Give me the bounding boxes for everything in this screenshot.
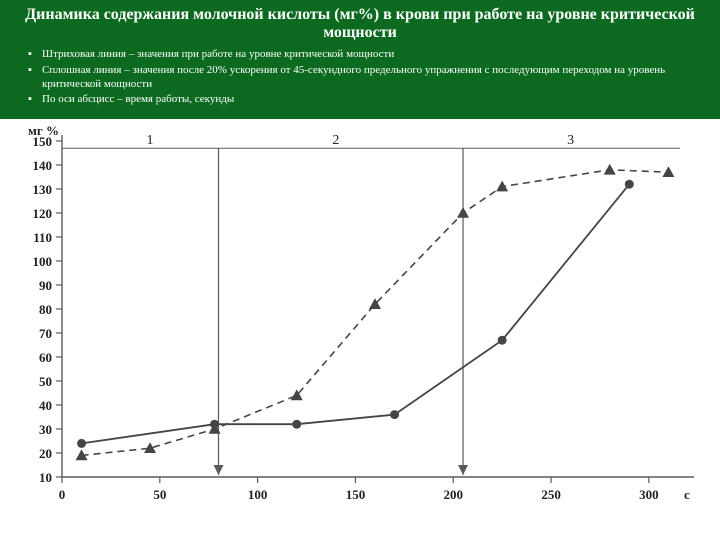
header-block: Динамика содержания молочной кислоты (мг… [0, 0, 720, 119]
svg-text:120: 120 [33, 206, 53, 221]
svg-text:10: 10 [39, 470, 52, 485]
svg-text:20: 20 [39, 446, 52, 461]
svg-text:50: 50 [39, 374, 52, 389]
svg-text:110: 110 [33, 230, 52, 245]
svg-text:90: 90 [39, 278, 52, 293]
svg-text:70: 70 [39, 326, 52, 341]
svg-text:3: 3 [567, 133, 574, 148]
svg-text:50: 50 [153, 487, 166, 502]
legend-item: Штриховая линия – значения при работе на… [24, 48, 696, 62]
svg-text:140: 140 [33, 158, 53, 173]
svg-text:300: 300 [639, 487, 659, 502]
svg-text:100: 100 [33, 254, 53, 269]
svg-text:130: 130 [33, 182, 53, 197]
svg-text:100: 100 [248, 487, 268, 502]
svg-text:0: 0 [59, 487, 66, 502]
svg-text:200: 200 [444, 487, 464, 502]
svg-text:мг %: мг % [28, 123, 59, 138]
svg-text:30: 30 [39, 422, 52, 437]
svg-text:80: 80 [39, 302, 52, 317]
svg-text:1: 1 [147, 133, 154, 148]
slide-title: Динамика содержания молочной кислоты (мг… [24, 6, 696, 42]
svg-text:150: 150 [346, 487, 366, 502]
svg-text:40: 40 [39, 398, 52, 413]
lactic-acid-chart: 10 20 30 40 50 60 70 80 90 100 110 120 130 140 150 0 50 1… [0, 119, 720, 509]
svg-text:250: 250 [541, 487, 561, 502]
chart-container: 10 20 30 40 50 60 70 80 90 100 110 120 130 140 150 0 50 1… [0, 119, 720, 509]
svg-text:с: с [684, 487, 690, 502]
legend-item: По оси абсцисс – время работы, секунды [24, 93, 696, 107]
legend-list: Штриховая линия – значения при работе на… [24, 48, 696, 107]
svg-text:2: 2 [332, 133, 339, 148]
svg-text:60: 60 [39, 350, 52, 365]
legend-item: Сплошная линия – значения после 20% уско… [24, 64, 696, 92]
